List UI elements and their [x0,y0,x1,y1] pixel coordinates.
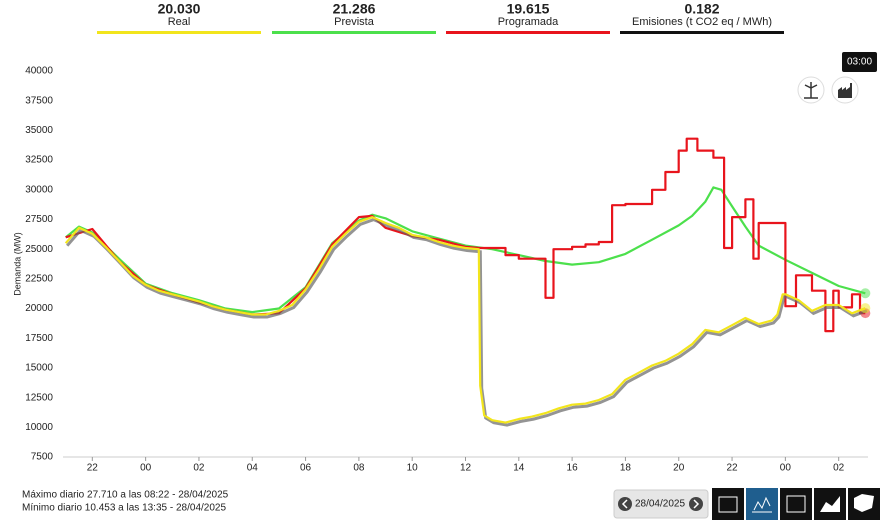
x-tick-label: 00 [780,463,792,474]
tooltip: 03:00 [847,57,872,68]
end-point [860,288,871,299]
y-tick-label: 22500 [25,273,53,284]
plot: 7500 10000 12500 15000 17500 20000 22500 25000 2… [25,66,871,474]
y-axis-label: Demanda (MW) [12,232,22,296]
daily-min: Mínimo diario 10.453 a las 13:35 - 28/04… [22,503,226,514]
stat-value: 0.182 [684,1,719,17]
end-point [860,303,871,314]
y-tick-label: 17500 [25,333,53,344]
next-day[interactable] [689,497,703,511]
view-toggle[interactable] [797,76,859,104]
y-tick-label: 37500 [25,95,53,106]
date[interactable]: 28/04/2025 [635,499,685,510]
icon [621,499,628,509]
icon [804,82,818,99]
x-tick-label: 02 [833,463,845,474]
y-tick-label: 25000 [25,244,53,255]
stat-value: 19.615 [507,1,550,17]
stat-label: Real [168,16,191,28]
header: 20.030 Real 21.286 Prevista 19.615 Progr… [97,1,784,34]
daily-max: Máximo diario 27.710 a las 08:22 - 28/04… [22,490,229,501]
x-tick-label: 10 [407,463,419,474]
tooltip-box [842,52,877,72]
x-tick-label: 14 [513,463,525,474]
y-tick-label: 30000 [25,184,53,195]
series-line [64,216,866,424]
x-tick-label: 12 [460,463,472,474]
y-tick-label: 10000 [25,422,53,433]
y-tick-label: 15000 [25,363,53,374]
line-shadow [66,217,868,427]
stat-value: 21.286 [333,1,376,17]
stat-label: Programada [498,16,559,28]
y-tick-label: 35000 [25,125,53,136]
y-tick-label: 27500 [25,214,53,225]
x-tick-label: 02 [193,463,205,474]
stat-underline [446,31,610,34]
prev-day[interactable] [618,497,632,511]
series-line [65,186,866,314]
y-tick-label: 40000 [25,66,53,77]
stat-underline [97,31,261,34]
table-button[interactable] [780,488,812,520]
stat-label: Emisiones (t CO2 eq / MWh) [632,16,772,28]
y-tick-label: 7500 [31,452,54,463]
area-button[interactable] [814,488,846,520]
stat-label: Prevista [334,16,375,28]
toolbar [712,488,880,520]
x-tick-label: 06 [300,463,312,474]
x-tick-label: 20 [673,463,685,474]
x-tick-label: 18 [620,463,632,474]
date-picker[interactable]: 28/04/2025 [613,489,709,519]
x-tick-label: 22 [87,463,99,474]
icon [786,495,806,513]
x-tick-label: 16 [567,463,579,474]
icon [693,499,700,509]
icon [820,496,840,512]
date-box [613,489,709,519]
chart-button[interactable] [746,488,778,520]
y-tick-label: 20000 [25,303,53,314]
stat-value: 20.030 [158,1,201,17]
x-tick-label: 00 [140,463,152,474]
calendar-button[interactable] [712,488,744,520]
stat-underline [620,31,784,34]
icon [854,494,874,512]
y-tick-label: 12500 [25,392,53,403]
icon [752,496,772,513]
x-tick-label: 04 [247,463,259,474]
y-tick-label: 32500 [25,155,53,166]
x-tick-label: 22 [726,463,738,474]
stat-underline [272,31,436,34]
icon [718,496,738,513]
icon [838,83,852,98]
x-tick-label: 08 [353,463,365,474]
